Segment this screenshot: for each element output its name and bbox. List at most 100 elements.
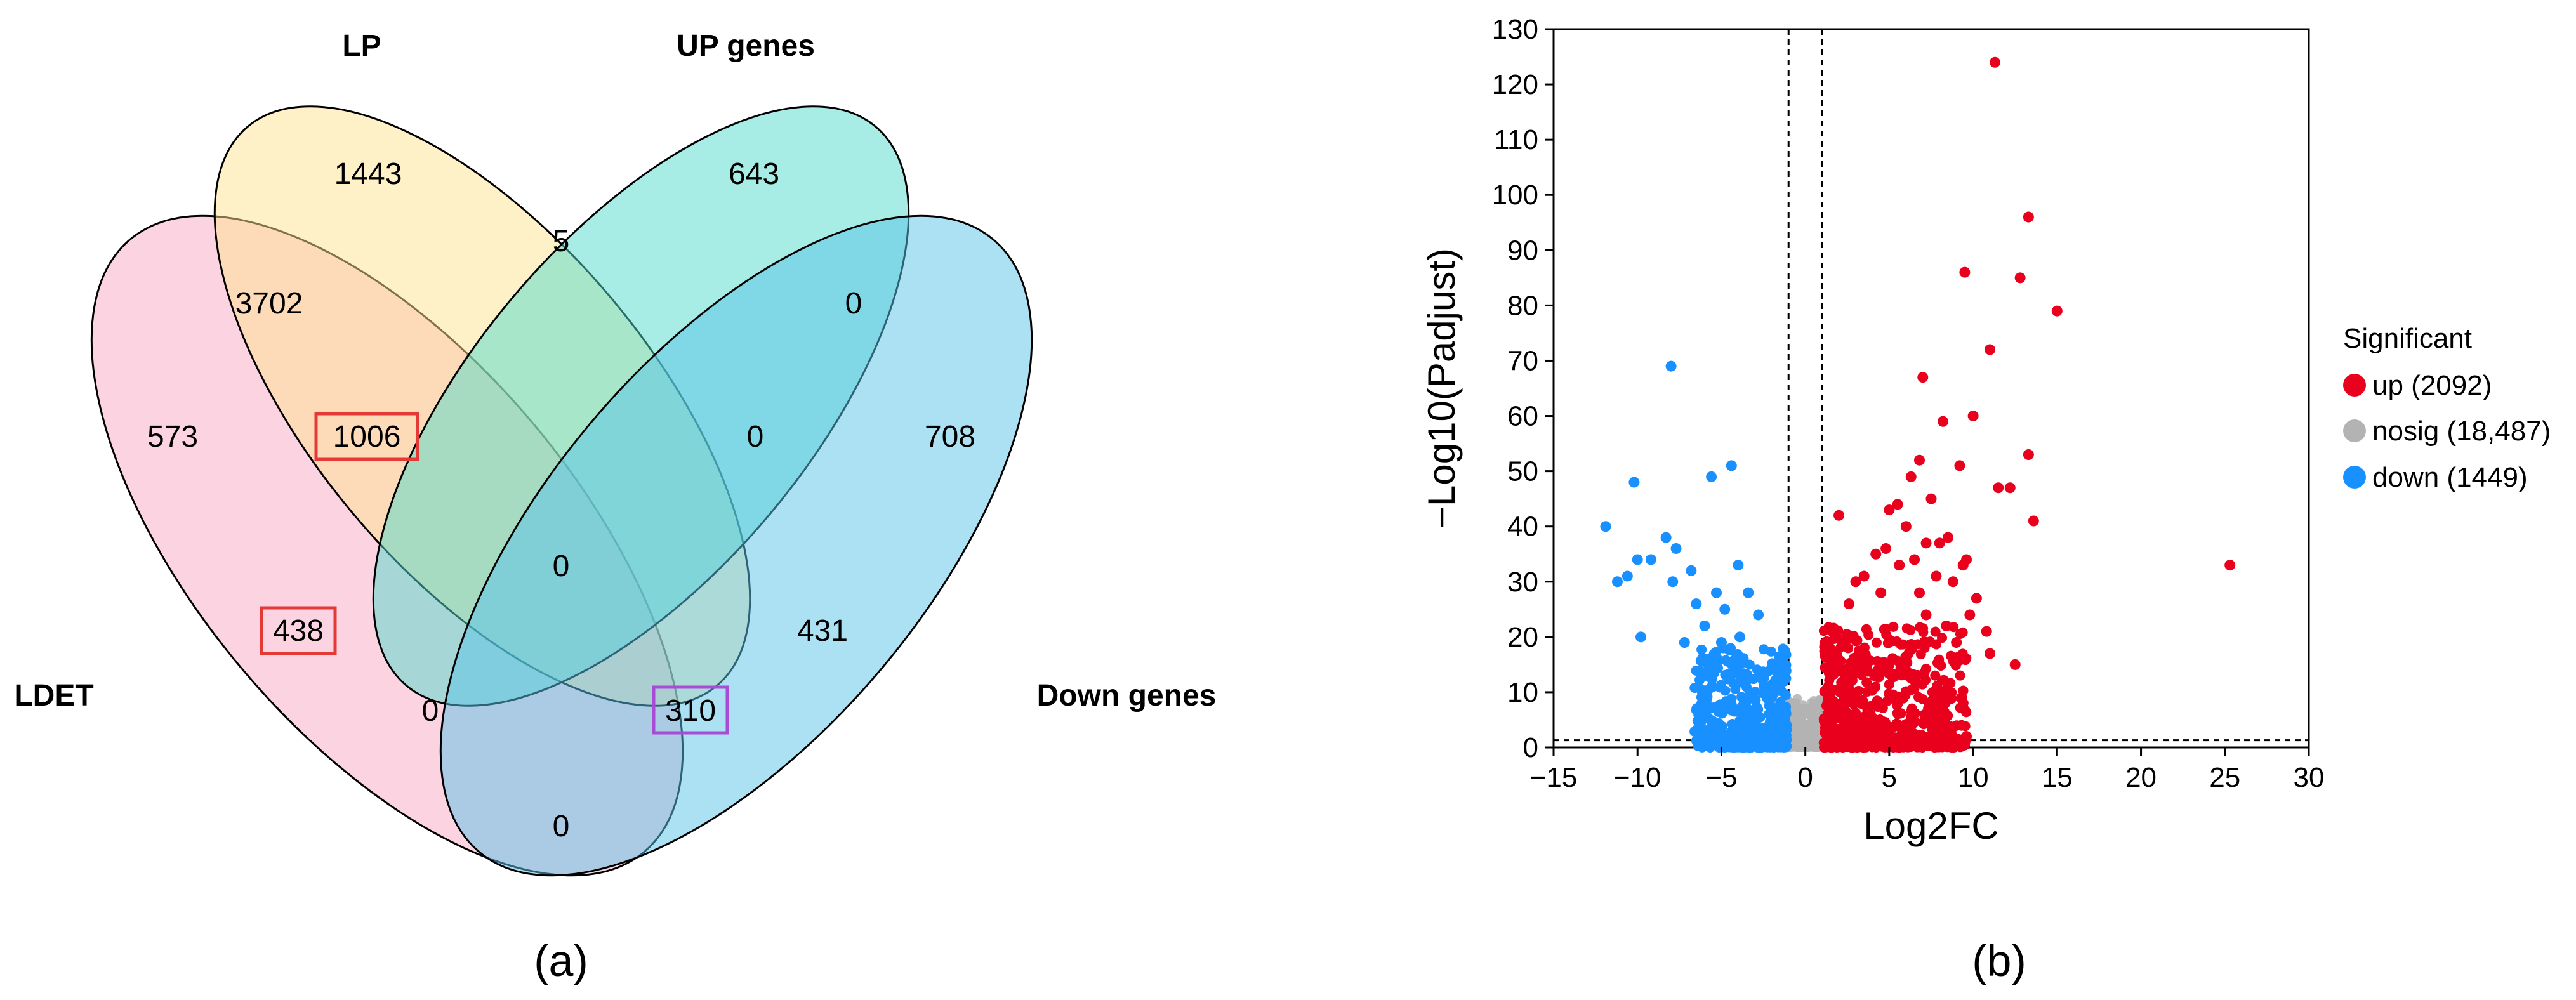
data-point-down <box>1781 725 1792 735</box>
y-tick-label: 50 <box>1507 456 1538 487</box>
data-point-up <box>1861 624 1872 635</box>
data-point-up <box>1961 707 1972 718</box>
venn-region-up-down: 0 <box>845 287 862 320</box>
venn-region-ldet-lp-down: 310 <box>665 694 716 728</box>
data-point-up <box>1964 609 1976 621</box>
data-point-down <box>1696 644 1707 655</box>
data-point-up <box>1937 633 1948 643</box>
data-point-down <box>1763 666 1774 676</box>
data-point-up <box>1913 454 1925 466</box>
data-point-up <box>1821 684 1832 695</box>
data-point-up <box>1925 493 1937 504</box>
data-point-down <box>1703 740 1714 751</box>
data-point-down <box>1713 737 1724 747</box>
data-point-up <box>1827 626 1838 637</box>
data-point-up <box>1896 708 1906 719</box>
legend-label-up: up (2092) <box>2372 370 2492 401</box>
data-point-down <box>1679 637 1690 648</box>
x-tick-label: 0 <box>1797 762 1813 793</box>
data-point-down <box>1645 554 1656 565</box>
y-tick-label: 0 <box>1523 732 1538 763</box>
data-point-up <box>1821 728 1832 739</box>
data-point-down <box>1743 587 1754 598</box>
data-point-up <box>1971 593 1982 604</box>
data-point-up <box>1989 56 2000 68</box>
y-axis-title: −Log10(Padjust) <box>1420 248 1463 529</box>
data-point-up <box>2028 515 2039 527</box>
data-point-up <box>1881 629 1892 640</box>
x-axis-ticks: −15 −10 −5 0 5 10 15 20 25 30 <box>1530 747 2325 793</box>
y-tick-label: 60 <box>1507 401 1538 432</box>
data-point-up <box>1947 576 1958 588</box>
data-point-down <box>1757 674 1768 685</box>
legend: Significant up (2092) nosig (18,487) dow… <box>2343 323 2551 493</box>
data-point-down <box>1600 521 1611 532</box>
data-point-down <box>1769 687 1780 698</box>
data-point-down <box>1759 644 1769 655</box>
legend-swatch-down <box>2343 466 2366 489</box>
data-point-up <box>1946 694 1957 704</box>
data-point-up <box>1959 266 1971 278</box>
data-point-down <box>1727 725 1738 735</box>
legend-label-down: down (1449) <box>2372 462 2528 493</box>
data-point-down <box>1699 620 1710 631</box>
data-point-up <box>1981 626 1992 637</box>
data-point-up <box>2051 305 2063 317</box>
data-point-down <box>1714 655 1724 666</box>
venn-region-ldet-lp: 3702 <box>235 287 303 320</box>
data-point-up <box>1934 537 1945 549</box>
plot-frame <box>1552 28 2310 749</box>
data-point-up <box>1956 720 1967 731</box>
data-point-down <box>1719 701 1729 712</box>
data-point-up <box>1957 627 1968 638</box>
data-point-up <box>1948 741 1958 752</box>
data-point-down <box>1740 711 1751 721</box>
x-tick-label: 30 <box>2294 762 2325 793</box>
data-point-down <box>1778 643 1788 654</box>
data-point-up <box>1853 685 1864 696</box>
venn-label-up: UP genes <box>677 29 815 63</box>
data-point-up <box>1891 636 1902 647</box>
data-point-nosig <box>1793 694 1802 703</box>
data-point-down <box>1752 711 1763 721</box>
y-axis-ticks: 0 10 20 30 40 50 60 70 80 90 100 110 120 130 <box>1492 14 1554 763</box>
venn-region-up-only: 643 <box>729 157 779 191</box>
data-point-down <box>1670 543 1682 555</box>
data-point-down <box>1727 742 1738 753</box>
y-tick-label: 90 <box>1507 235 1538 266</box>
venn-highlight-box-1006 <box>314 412 419 461</box>
data-point-up <box>1840 688 1851 699</box>
data-point-down <box>1691 725 1702 735</box>
data-point-down <box>1667 576 1679 588</box>
data-point-up <box>2224 560 2236 571</box>
data-point-up <box>1847 675 1858 686</box>
data-point-down <box>1726 460 1737 471</box>
venn-diagram: LP UP genes LDET Down genes 573 1443 643… <box>14 29 1216 877</box>
data-point-up <box>1843 598 1854 610</box>
data-point-up <box>1900 521 1912 532</box>
data-point-up <box>1942 532 1953 543</box>
data-point-up <box>1854 726 1865 737</box>
data-point-down <box>1632 554 1643 565</box>
data-point-up <box>1948 654 1959 665</box>
data-point-up <box>1906 711 1917 722</box>
data-point-down <box>1728 678 1739 688</box>
venn-region-ldet-only: 573 <box>147 420 198 454</box>
data-point-up <box>1961 731 1972 742</box>
venn-region-lp-up-down: 0 <box>747 420 764 454</box>
data-point-down <box>1743 734 1754 744</box>
data-point-down <box>1733 560 1744 571</box>
data-point-nosig <box>1800 739 1811 751</box>
data-point-down <box>1660 532 1672 543</box>
data-point-up <box>1905 742 1916 753</box>
data-point-down <box>1776 669 1787 680</box>
y-tick-label: 70 <box>1507 345 1538 376</box>
x-axis-title: Log2FC <box>1863 805 1998 847</box>
data-point-up <box>1866 732 1877 742</box>
venn-region-lp-up: 5 <box>553 225 570 258</box>
data-point-up <box>1861 677 1872 688</box>
data-point-up <box>1892 655 1903 666</box>
data-point-up <box>1943 710 1953 721</box>
series-up <box>1818 56 2236 753</box>
data-point-nosig <box>1798 703 1809 714</box>
